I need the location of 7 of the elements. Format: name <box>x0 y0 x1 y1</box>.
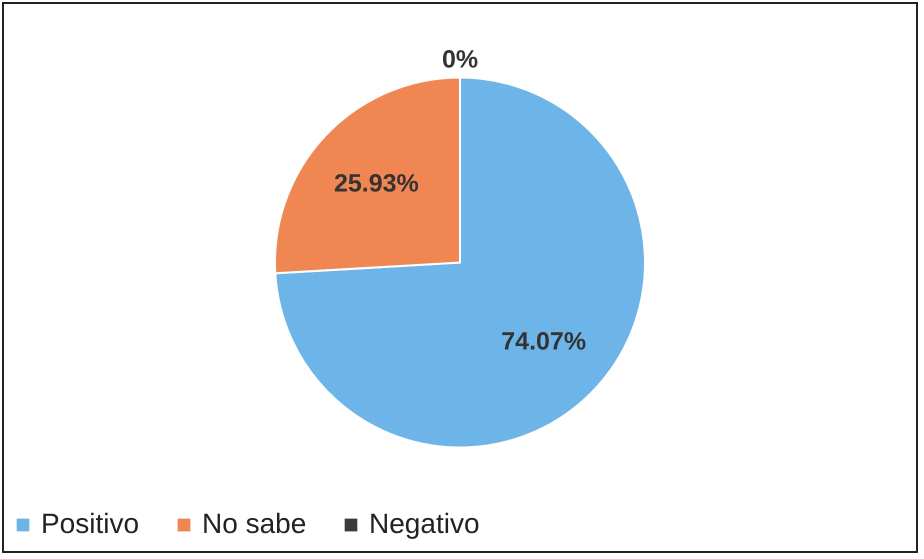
text: 0% <box>442 46 478 74</box>
pie-slice <box>274 76 646 448</box>
data-label: 25.93% <box>334 170 419 198</box>
legend-label: No sabe <box>202 508 306 539</box>
data-label: 74.07% <box>501 327 586 356</box>
legend-label: Positivo <box>41 508 140 539</box>
legend-label: Negativo <box>369 508 480 539</box>
